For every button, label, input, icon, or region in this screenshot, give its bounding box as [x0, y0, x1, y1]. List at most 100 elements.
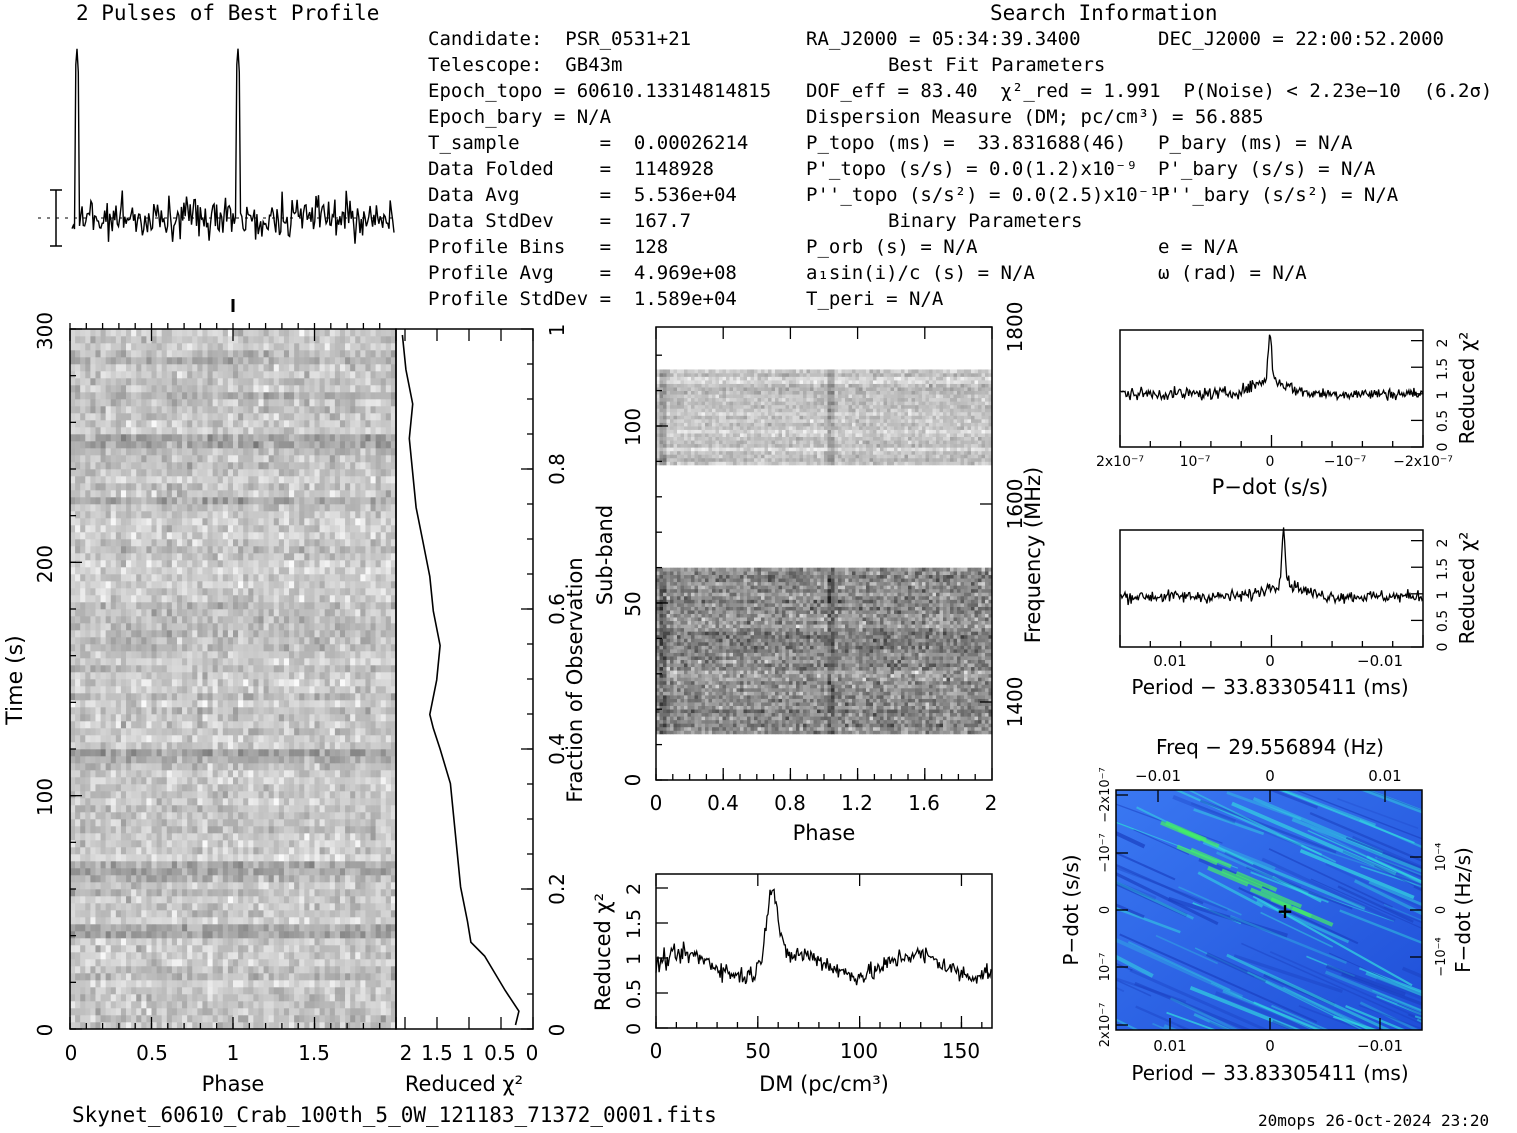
time-phase-cell	[202, 742, 208, 750]
time-phase-cell	[365, 973, 371, 981]
time-phase-cell	[350, 833, 356, 841]
time-phase-cell	[345, 980, 351, 988]
time-phase-cell	[324, 616, 331, 624]
time-phase-cell	[187, 791, 193, 799]
time-phase-cell	[136, 861, 142, 869]
time-phase-cell	[202, 567, 208, 575]
time-phase-cell	[100, 574, 106, 582]
time-phase-cell	[207, 700, 213, 708]
time-phase-cell	[187, 546, 193, 554]
time-phase-cell	[182, 539, 188, 547]
time-phase-cell	[385, 980, 392, 988]
time-phase-cell	[171, 959, 178, 967]
time-phase-cell	[182, 861, 188, 869]
time-phase-cell	[390, 861, 397, 869]
time-phase-cell	[370, 525, 376, 533]
time-phase-cell	[105, 672, 112, 680]
time-phase-cell	[126, 889, 132, 897]
time-phase-cell	[309, 525, 315, 533]
time-phase-cell	[299, 987, 305, 995]
time-phase-cell	[166, 532, 173, 540]
time-phase-cell	[182, 644, 188, 652]
time-phase-cell	[370, 553, 376, 561]
time-phase-cell	[176, 574, 183, 582]
info-profile-bins: Profile Bins = 128	[428, 236, 669, 258]
time-phase-cell	[263, 525, 269, 533]
time-phase-cell	[105, 770, 112, 778]
time-phase-cell	[222, 672, 229, 680]
time-phase-cell	[263, 623, 269, 631]
time-phase-cell	[212, 567, 219, 575]
time-phase-cell	[345, 777, 351, 785]
time-phase-cell	[350, 567, 356, 575]
time-phase-cell	[334, 693, 341, 701]
time-phase-cell	[207, 553, 213, 561]
time-phase-cell	[309, 595, 315, 603]
time-phase-cell	[115, 630, 122, 638]
time-phase-cell	[289, 987, 295, 995]
time-phase-cell	[70, 483, 76, 491]
time-phase-cell	[176, 812, 183, 820]
time-phase-cell	[243, 679, 249, 687]
time-phase-cell	[294, 756, 300, 764]
time-phase-cell	[197, 812, 203, 820]
time-phase-cell	[136, 728, 142, 736]
time-phase-cell	[273, 490, 280, 498]
time-phase-cell	[258, 672, 264, 680]
time-phase-cell	[248, 665, 254, 673]
time-phase-cell	[192, 630, 198, 638]
time-phase-cell	[339, 574, 346, 582]
time-phase-cell	[248, 658, 254, 666]
time-phase-cell	[187, 1001, 193, 1009]
time-phase-cell	[273, 511, 280, 519]
time-phase-cell	[365, 518, 371, 526]
time-phase-cell	[187, 1015, 193, 1023]
time-phase-cell	[70, 805, 76, 813]
time-phase-cell	[263, 735, 269, 743]
time-phase-cell	[294, 959, 300, 967]
time-phase-cell	[365, 574, 371, 582]
time-phase-cell	[126, 826, 132, 834]
time-phase-cell	[217, 679, 224, 687]
time-phase-cell	[192, 987, 198, 995]
time-phase-cell	[309, 490, 315, 498]
time-phase-cell	[227, 581, 234, 589]
time-phase-cell	[360, 623, 366, 631]
time-phase-cell	[309, 924, 315, 932]
time-phase-cell	[161, 672, 168, 680]
time-phase-cell	[90, 917, 96, 925]
time-phase-cell	[131, 952, 137, 960]
time-phase-cell	[380, 504, 387, 512]
time-phase-cell	[182, 1008, 188, 1016]
time-phase-cell	[319, 924, 325, 932]
time-phase-cell	[319, 749, 325, 757]
time-phase-cell	[268, 847, 275, 855]
time-phase-cell	[278, 973, 285, 981]
time-phase-cell	[110, 728, 117, 736]
time-phase-cell	[120, 679, 127, 687]
time-phase-cell	[370, 819, 376, 827]
time-phase-cell	[334, 630, 341, 638]
time-phase-cell	[283, 553, 290, 561]
time-phase-cell	[273, 637, 280, 645]
time-phase-cell	[339, 539, 346, 547]
time-phase-cell	[120, 574, 127, 582]
time-phase-cell	[120, 770, 127, 778]
time-phase-cell	[197, 679, 203, 687]
time-phase-cell	[304, 595, 310, 603]
time-phase-cell	[268, 518, 275, 526]
time-phase-cell	[80, 938, 86, 946]
time-phase-cell	[212, 700, 219, 708]
time-phase-cell	[222, 910, 229, 918]
time-phase-cell	[283, 840, 290, 848]
time-phase-cell	[187, 714, 193, 722]
time-phase-cell	[365, 966, 371, 974]
time-phase-cell	[207, 854, 213, 862]
time-phase-cell	[171, 910, 178, 918]
time-phase-cell	[319, 847, 325, 855]
time-phase-cell	[380, 931, 387, 939]
time-phase-cell	[324, 819, 331, 827]
time-phase-cell	[334, 518, 341, 526]
time-phase-cell	[207, 623, 213, 631]
time-phase-cell	[243, 1001, 249, 1009]
